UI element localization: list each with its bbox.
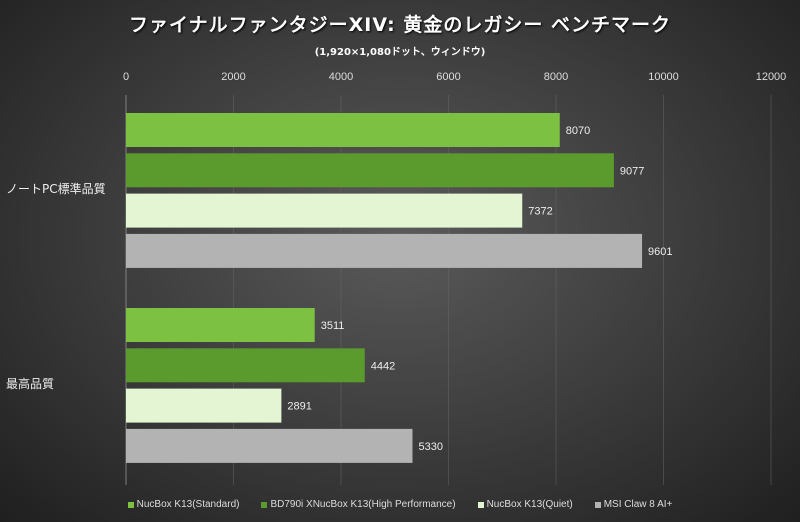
bar (126, 153, 614, 188)
x-tick-label: 0 (123, 71, 129, 83)
legend-label: BD790i XNucBox K13(High Performance) (270, 499, 456, 510)
legend-item: BD790i XNucBox K13(High Performance) (261, 499, 456, 510)
data-label: 4442 (371, 360, 395, 372)
bar (126, 308, 315, 342)
legend: NucBox K13(Standard) BD790i XNucBox K13(H… (0, 499, 800, 510)
bar (126, 233, 643, 268)
legend-swatch (127, 501, 134, 508)
bar (126, 388, 282, 423)
x-tick-label: 10000 (648, 71, 679, 83)
data-label: 9601 (648, 246, 672, 258)
legend-item: NucBox K13(Quiet) (477, 499, 573, 510)
data-label: 5330 (418, 441, 442, 453)
legend-item: MSI Claw 8 AI+ (594, 499, 673, 510)
legend-swatch (594, 501, 601, 508)
data-label: 8070 (566, 125, 590, 137)
legend-item: NucBox K13(Standard) (127, 499, 240, 510)
bar (126, 348, 365, 383)
data-label: 3511 (321, 320, 345, 332)
data-label: 7372 (528, 206, 552, 218)
legend-label: MSI Claw 8 AI+ (603, 499, 673, 510)
chart-subtitle: (1,920×1,080ドット、ウィンドウ) (314, 47, 486, 58)
x-tick-label: 2000 (221, 71, 245, 83)
bar (126, 193, 523, 228)
legend-swatch (477, 501, 484, 508)
bar (126, 428, 413, 463)
x-tick-label: 8000 (544, 71, 568, 83)
legend-label: NucBox K13(Standard) (136, 499, 240, 510)
data-label: 9077 (620, 165, 644, 177)
legend-label: NucBox K13(Quiet) (486, 499, 573, 510)
x-tick-label: 12000 (756, 71, 787, 83)
x-tick-label: 4000 (329, 71, 353, 83)
category-label: ノートPC標準品質 (6, 181, 106, 196)
data-label: 2891 (287, 401, 311, 413)
x-tick-label: 6000 (436, 71, 460, 83)
legend-swatch (261, 501, 268, 508)
category-label: 最高品質 (6, 376, 54, 391)
chart-title: ファイナルファンタジーXIV: 黄金のレガシー ベンチマーク (128, 14, 672, 36)
bar (126, 113, 560, 147)
